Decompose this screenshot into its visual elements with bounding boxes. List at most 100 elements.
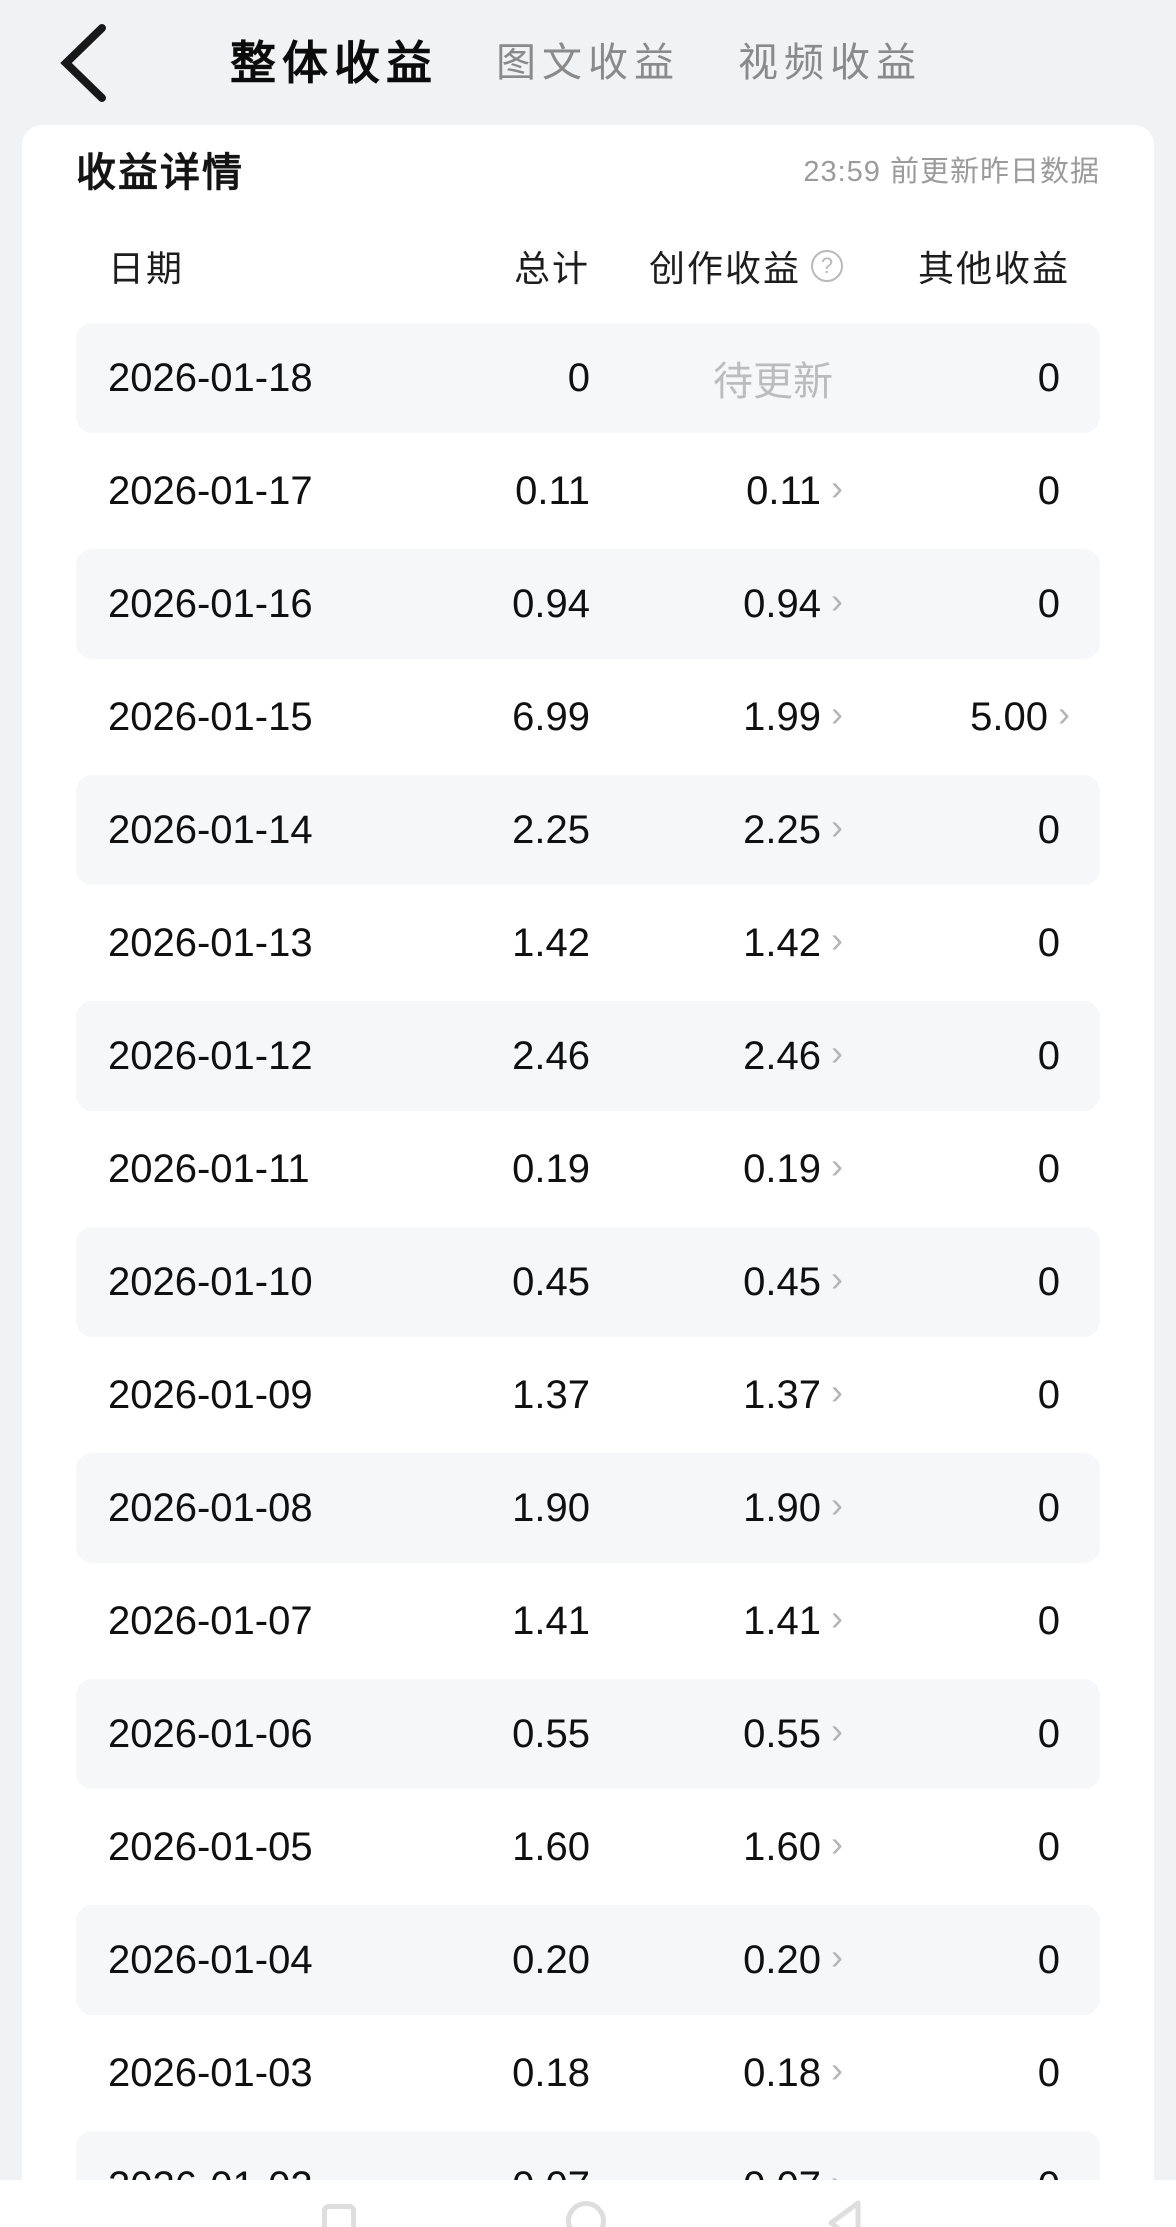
android-nav-bar (0, 2180, 1176, 2227)
other-income-value: 0 (1037, 807, 1060, 852)
top-header: 整体收益 图文收益 视频收益 (0, 0, 1176, 125)
table-row: 2026-01-05 1.60 1.60 › 0 (76, 1792, 1100, 1902)
tab-overall-income[interactable]: 整体收益 (230, 36, 438, 89)
total-cell: 0.20 (512, 1937, 590, 1982)
creation-income-cell[interactable]: 0.20 › (590, 1938, 843, 1983)
chevron-right-icon: › (1058, 693, 1070, 734)
other-income-cell: 0 (843, 1486, 1070, 1531)
creation-income-cell[interactable]: 2.25 › (590, 808, 843, 853)
date-cell: 2026-01-14 (108, 807, 313, 852)
recents-square-icon[interactable] (322, 2204, 356, 2227)
tab-video-income[interactable]: 视频收益 (738, 40, 922, 85)
creation-income-value: 1.99 (743, 694, 821, 739)
creation-income-cell[interactable]: 2.46 › (590, 1034, 843, 1079)
date-cell: 2026-01-06 (108, 1711, 313, 1756)
other-income-value: 0 (1037, 1937, 1060, 1982)
table-row: 2026-01-16 0.94 0.94 › 0 (76, 549, 1100, 659)
creation-income-value: 待更新 (713, 360, 833, 404)
other-income-value: 0 (1037, 2050, 1060, 2095)
table-row: 2026-01-14 2.25 2.25 › 0 (76, 775, 1100, 885)
total-cell: 1.41 (512, 1598, 590, 1643)
creation-income-value: 0.20 (743, 1937, 821, 1982)
other-income-value: 0 (1037, 355, 1060, 400)
creation-income-value: 2.46 (743, 1033, 821, 1078)
date-cell: 2026-01-10 (108, 1259, 313, 1304)
creation-income-value: 1.90 (743, 1485, 821, 1530)
chevron-right-icon: › (831, 2049, 843, 2090)
table-row: 2026-01-15 6.99 1.99 › 5.00 › (76, 662, 1100, 772)
page-title: 收益详情 (76, 151, 244, 195)
other-income-value: 0 (1037, 468, 1060, 513)
total-cell: 1.60 (512, 1824, 590, 1869)
tab-article-income[interactable]: 图文收益 (496, 40, 680, 85)
date-cell: 2026-01-08 (108, 1485, 313, 1530)
chevron-right-icon: › (831, 1371, 843, 1412)
table-row: 2026-01-13 1.42 1.42 › 0 (76, 888, 1100, 998)
creation-income-value: 0.55 (743, 1711, 821, 1756)
chevron-right-icon: › (831, 1258, 843, 1299)
income-detail-card: 收益详情 23:59 前更新昨日数据 日期 总计 创作收益 ? 其他收益 202… (22, 125, 1154, 2227)
home-circle-icon[interactable] (566, 2201, 606, 2227)
date-cell: 2026-01-16 (108, 581, 313, 626)
other-income-cell: 0 (843, 356, 1070, 401)
table-row: 2026-01-17 0.11 0.11 › 0 (76, 436, 1100, 546)
date-cell: 2026-01-05 (108, 1824, 313, 1869)
chevron-right-icon: › (831, 467, 843, 508)
creation-income-cell[interactable]: 1.99 › (590, 695, 843, 740)
creation-income-cell[interactable]: 0.18 › (590, 2051, 843, 2096)
other-income-value: 0 (1037, 1259, 1060, 1304)
creation-income-value: 0.11 (746, 468, 821, 513)
date-cell: 2026-01-18 (108, 355, 313, 400)
creation-income-cell[interactable]: 1.37 › (590, 1373, 843, 1418)
creation-income-cell[interactable]: 0.94 › (590, 582, 843, 627)
creation-income-value: 0.18 (743, 2050, 821, 2095)
other-income-value: 0 (1037, 1824, 1060, 1869)
column-header-creation-income: 创作收益 ? (590, 240, 843, 292)
date-cell: 2026-01-04 (108, 1937, 313, 1982)
creation-income-value: 1.42 (743, 920, 821, 965)
other-income-value: 0 (1037, 1033, 1060, 1078)
other-income-cell: 0 (843, 469, 1070, 514)
chevron-right-icon: › (831, 1936, 843, 1977)
chevron-right-icon: › (831, 1597, 843, 1638)
chevron-right-icon: › (831, 1710, 843, 1751)
creation-income-cell[interactable]: 1.41 › (590, 1599, 843, 1644)
date-cell: 2026-01-09 (108, 1372, 313, 1417)
creation-income-cell[interactable]: 1.42 › (590, 921, 843, 966)
other-income-cell: 0 (843, 1147, 1070, 1192)
table-row: 2026-01-11 0.19 0.19 › 0 (76, 1114, 1100, 1224)
table-row: 2026-01-07 1.41 1.41 › 0 (76, 1566, 1100, 1676)
back-button[interactable] (52, 22, 116, 104)
back-triangle-icon[interactable] (822, 2198, 868, 2227)
table-row: 2026-01-18 0 待更新 0 (76, 323, 1100, 433)
table-row: 2026-01-09 1.37 1.37 › 0 (76, 1340, 1100, 1450)
creation-income-cell[interactable]: 1.60 › (590, 1825, 843, 1870)
other-income-cell: 0 (843, 921, 1070, 966)
table-row: 2026-01-06 0.55 0.55 › 0 (76, 1679, 1100, 1789)
chevron-right-icon: › (831, 693, 843, 734)
creation-income-cell[interactable]: 1.90 › (590, 1486, 843, 1531)
date-cell: 2026-01-03 (108, 2050, 313, 2095)
creation-income-value: 1.60 (743, 1824, 821, 1869)
total-cell: 1.42 (512, 920, 590, 965)
other-income-cell: 0 (843, 1373, 1070, 1418)
help-icon[interactable]: ? (811, 250, 843, 282)
other-income-cell: 0 (843, 1034, 1070, 1079)
table-row: 2026-01-10 0.45 0.45 › 0 (76, 1227, 1100, 1337)
other-income-cell: 0 (843, 582, 1070, 627)
other-income-cell: 0 (843, 1260, 1070, 1305)
creation-income-value: 0.94 (743, 581, 821, 626)
creation-income-cell[interactable]: 0.55 › (590, 1712, 843, 1757)
other-income-cell[interactable]: 5.00 › (843, 695, 1070, 740)
date-cell: 2026-01-12 (108, 1033, 313, 1078)
creation-income-cell[interactable]: 0.11 › (590, 469, 843, 514)
creation-income-value: 2.25 (743, 807, 821, 852)
total-cell: 6.99 (512, 694, 590, 739)
other-income-value: 0 (1037, 581, 1060, 626)
column-header-total: 总计 (513, 248, 590, 289)
chevron-right-icon: › (831, 1032, 843, 1073)
table-row: 2026-01-03 0.18 0.18 › 0 (76, 2018, 1100, 2128)
table-header: 日期 总计 创作收益 ? 其他收益 (76, 235, 1100, 297)
creation-income-cell[interactable]: 0.45 › (590, 1260, 843, 1305)
creation-income-cell[interactable]: 0.19 › (590, 1147, 843, 1192)
